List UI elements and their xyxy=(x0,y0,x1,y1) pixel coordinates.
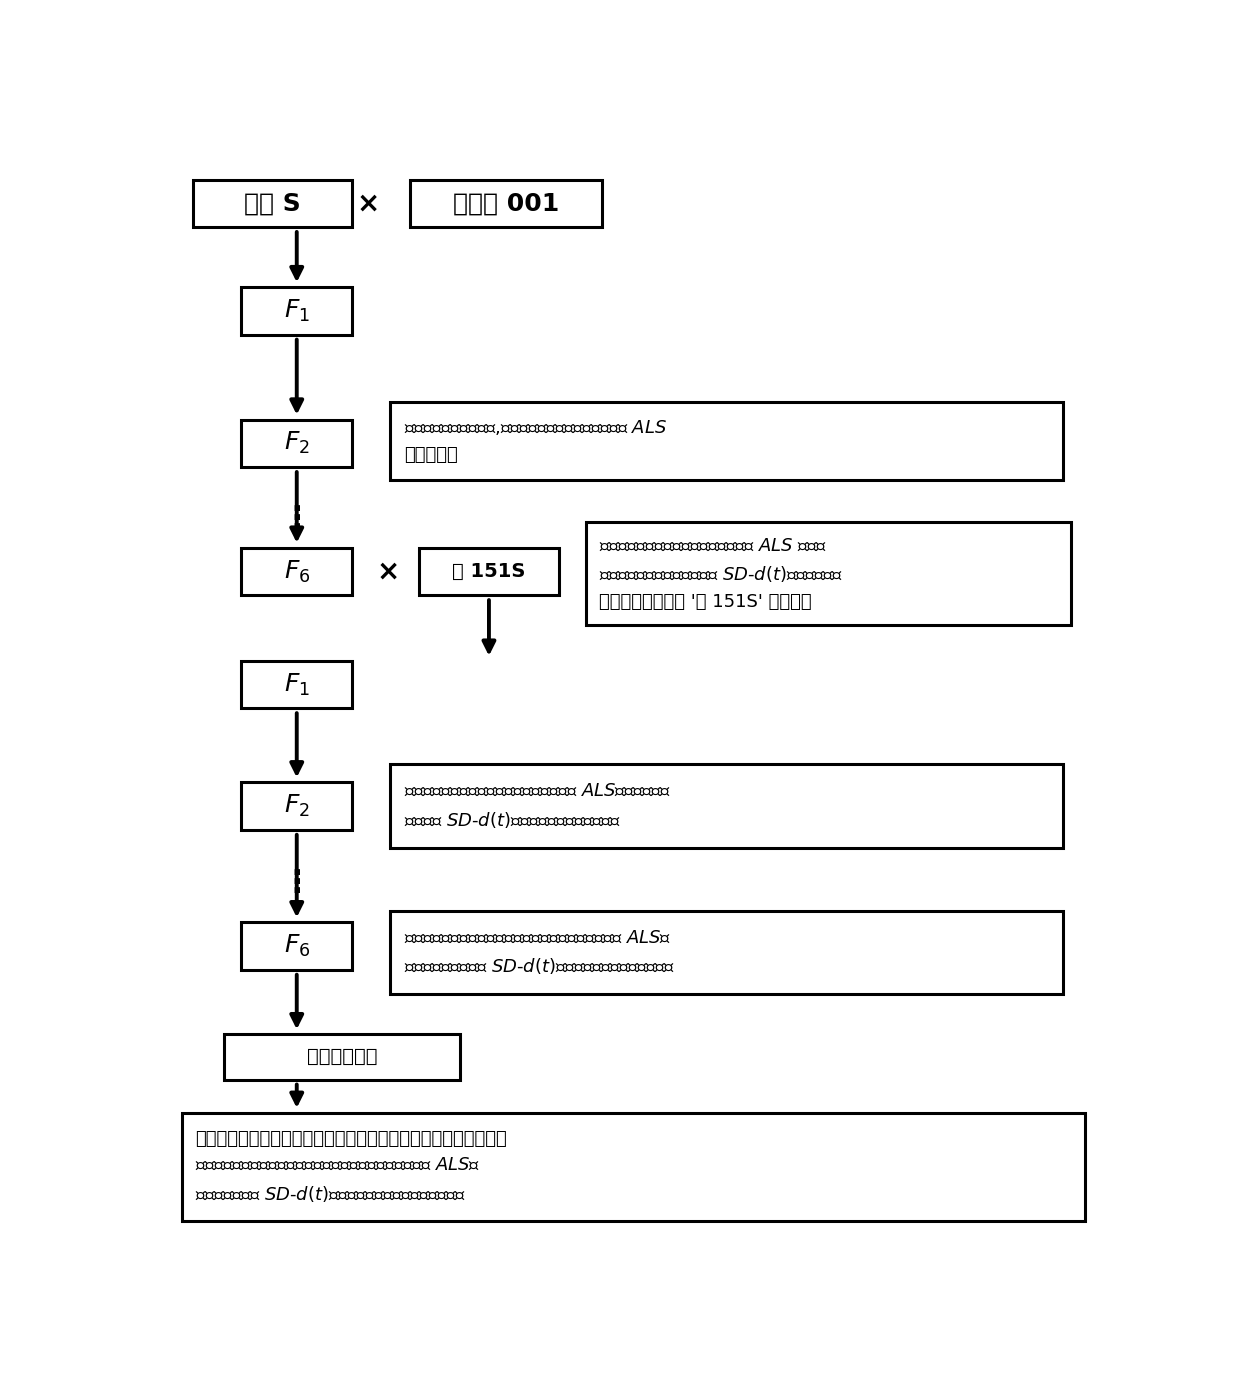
Text: 选择具有隐性褐色标记、含有抗除草剂基因 $ALS$、携带显性半
矮秆基因 $SD$-$d(t)$且对赤霉素钝感的不育单株: 选择具有隐性褐色标记、含有抗除草剂基因 $ALS$、携带显性半 矮秆基因 $SD… xyxy=(404,783,671,830)
Text: 洁田稻 001: 洁田稻 001 xyxy=(453,192,559,215)
Text: $F_1$: $F_1$ xyxy=(284,671,310,698)
Bar xyxy=(242,548,352,596)
Bar xyxy=(242,661,352,709)
Bar xyxy=(224,1035,460,1079)
Bar xyxy=(242,287,352,334)
Text: 方法同上，选择具有隐性褐色标记、含有抗除草剂基因 $ALS$、
携带显性半矮秆基因 $SD$-$d(t)$且对赤霉素钝感的两系不育系: 方法同上，选择具有隐性褐色标记、含有抗除草剂基因 $ALS$、 携带显性半矮秆基… xyxy=(404,928,675,976)
Bar xyxy=(585,521,1071,625)
Bar xyxy=(242,783,352,830)
Bar xyxy=(419,548,559,596)
Bar xyxy=(242,419,352,467)
Bar xyxy=(409,179,601,226)
Text: ×: × xyxy=(377,558,401,586)
Text: 选择具有隐性褐色标记和抗除草剂基因 $ALS$ 的稳定
单株，与携带显性半矮秆基因 $SD$-$d(t)$目对赤霉素钝
感优良两系不育系 '全 151S' 进行: 选择具有隐性褐色标记和抗除草剂基因 $ALS$ 的稳定 单株，与携带显性半矮秆基… xyxy=(599,537,843,611)
Text: 割茬自交收种: 割茬自交收种 xyxy=(306,1047,377,1067)
Text: ⋮: ⋮ xyxy=(281,870,312,898)
Text: $F_6$: $F_6$ xyxy=(284,932,310,959)
Bar xyxy=(391,403,1063,480)
Bar xyxy=(182,1113,1085,1220)
Text: 全 151S: 全 151S xyxy=(453,562,526,582)
Text: 选择具有隐性褐色标记,室内分子检测含有抗除草剂基因 $ALS$
的单株自交: 选择具有隐性褐色标记,室内分子检测含有抗除草剂基因 $ALS$ 的单株自交 xyxy=(404,418,667,464)
Bar xyxy=(242,923,352,970)
Text: $F_2$: $F_2$ xyxy=(284,793,310,819)
Text: 与恢复系作进行测配，成熟时取样考种，考察不育系配合力情况，
最终选育配合力好、具有隐性褐色标记、含有抗除草剂基因 $ALS$、
显性半矮秆基因 $SD$-$d(: 与恢复系作进行测配，成熟时取样考种，考察不育系配合力情况， 最终选育配合力好、具… xyxy=(196,1130,507,1204)
Bar xyxy=(193,179,352,226)
Bar xyxy=(391,910,1063,994)
Text: ⋮: ⋮ xyxy=(281,505,312,534)
Text: ×: × xyxy=(357,189,379,217)
Text: $F_2$: $F_2$ xyxy=(284,431,310,456)
Bar xyxy=(391,765,1063,849)
Text: $F_1$: $F_1$ xyxy=(284,298,310,324)
Text: $F_6$: $F_6$ xyxy=(284,558,310,584)
Text: 新安 S: 新安 S xyxy=(244,192,301,215)
